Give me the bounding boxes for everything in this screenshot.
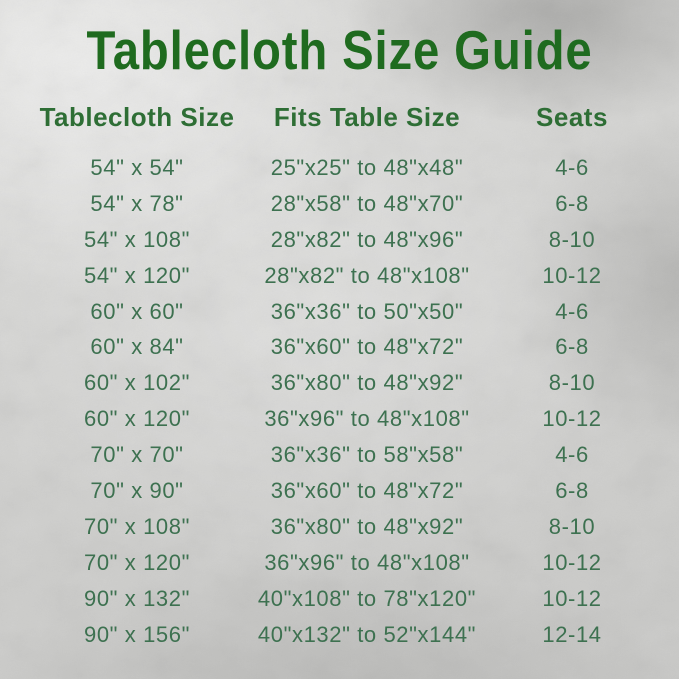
tablecloth-size-cell: 90" x 156" — [83, 621, 191, 647]
fits-table-size-cell: 36"x36" to 50"x50" — [270, 298, 464, 324]
fits-table-size-cell: 28"x82" to 48"x108" — [264, 262, 470, 288]
fits-table-size-cell: 36"x60" to 48"x72" — [270, 477, 464, 503]
fits-table-size-cell: 36"x36" to 58"x58" — [270, 442, 464, 468]
seats-cell: 4-6 — [555, 154, 589, 180]
seats-cell: 8-10 — [548, 226, 596, 252]
tablecloth-size-cell: 60" x 102" — [83, 370, 191, 396]
column-header-seats: Seats — [536, 102, 608, 132]
seats-cell: 6-8 — [555, 190, 589, 216]
fits-table-size-cell: 36"x80" to 48"x92" — [270, 513, 464, 539]
fits-table-size-cell: 25"x25" to 48"x48" — [270, 154, 464, 180]
fits-table-size-cell: 36"x80" to 48"x92" — [270, 370, 464, 396]
table-row: 54" x 120" 28"x82" to 48"x108" 10-12 — [0, 258, 679, 294]
tablecloth-size-cell: 60" x 84" — [90, 334, 184, 360]
page-title: Tablecloth Size Guide — [86, 19, 593, 81]
tablecloth-size-cell: 70" x 108" — [83, 513, 191, 539]
seats-cell: 6-8 — [555, 334, 589, 360]
column-header-tablecloth-size: Tablecloth Size — [39, 102, 235, 132]
table-row: 60" x 120" 36"x96" to 48"x108" 10-12 — [0, 401, 679, 437]
seats-cell: 10-12 — [542, 585, 602, 611]
seats-cell: 10-12 — [542, 262, 602, 288]
table-row: 70" x 108" 36"x80" to 48"x92" 8-10 — [0, 509, 679, 545]
table-row: 54" x 108" 28"x82" to 48"x96" 8-10 — [0, 222, 679, 258]
tablecloth-size-cell: 54" x 108" — [83, 226, 191, 252]
tablecloth-size-cell: 90" x 132" — [83, 585, 191, 611]
tablecloth-size-cell: 70" x 120" — [83, 549, 191, 575]
table-header-row: Tablecloth Size Fits Table Size Seats — [0, 102, 679, 133]
table-row: 90" x 132" 40"x108" to 78"x120" 10-12 — [0, 581, 679, 617]
tablecloth-size-cell: 70" x 70" — [90, 442, 184, 468]
table-row: 90" x 156" 40"x132" to 52"x144" 12-14 — [0, 617, 679, 653]
seats-cell: 10-12 — [542, 549, 602, 575]
table-row: 60" x 60" 36"x36" to 50"x50" 4-6 — [0, 294, 679, 330]
seats-cell: 4-6 — [555, 442, 589, 468]
seats-cell: 4-6 — [555, 298, 589, 324]
table-row: 70" x 120" 36"x96" to 48"x108" 10-12 — [0, 545, 679, 581]
fits-table-size-cell: 40"x132" to 52"x144" — [257, 621, 477, 647]
table-row: 70" x 70" 36"x36" to 58"x58" 4-6 — [0, 437, 679, 473]
table-row: 54" x 78" 28"x58" to 48"x70" 6-8 — [0, 186, 679, 222]
table-row: 60" x 102" 36"x80" to 48"x92" 8-10 — [0, 365, 679, 401]
column-header-fits-table-size: Fits Table Size — [273, 102, 461, 132]
tablecloth-size-cell: 54" x 120" — [83, 262, 191, 288]
seats-cell: 8-10 — [548, 370, 596, 396]
fits-table-size-cell: 36"x96" to 48"x108" — [264, 549, 470, 575]
fits-table-size-cell: 28"x82" to 48"x96" — [270, 226, 464, 252]
tablecloth-size-cell: 70" x 90" — [90, 477, 184, 503]
tablecloth-size-cell: 60" x 60" — [90, 298, 184, 324]
tablecloth-size-cell: 60" x 120" — [83, 406, 191, 432]
seats-cell: 10-12 — [542, 406, 602, 432]
tablecloth-size-cell: 54" x 54" — [90, 154, 184, 180]
fits-table-size-cell: 40"x108" to 78"x120" — [257, 585, 477, 611]
size-table: 54" x 54" 25"x25" to 48"x48" 4-6 54" x 78" 2… — [0, 150, 679, 652]
fits-table-size-cell: 36"x60" to 48"x72" — [270, 334, 464, 360]
fits-table-size-cell: 28"x58" to 48"x70" — [270, 190, 464, 216]
table-row: 60" x 84" 36"x60" to 48"x72" 6-8 — [0, 329, 679, 365]
seats-cell: 12-14 — [542, 621, 602, 647]
tablecloth-size-cell: 54" x 78" — [90, 190, 184, 216]
fits-table-size-cell: 36"x96" to 48"x108" — [264, 406, 470, 432]
table-row: 54" x 54" 25"x25" to 48"x48" 4-6 — [0, 150, 679, 186]
seats-cell: 6-8 — [555, 477, 589, 503]
table-row: 70" x 90" 36"x60" to 48"x72" 6-8 — [0, 473, 679, 509]
seats-cell: 8-10 — [548, 513, 596, 539]
